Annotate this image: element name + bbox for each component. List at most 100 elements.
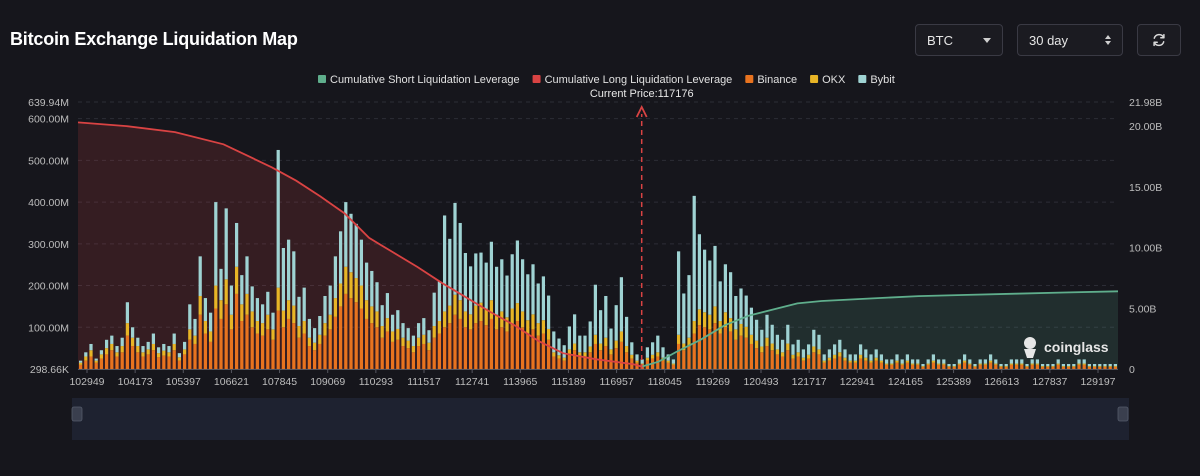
scroller-handle-left[interactable] bbox=[71, 406, 83, 422]
bar-okx bbox=[765, 337, 769, 347]
y-left-tick-label: 300.00M bbox=[28, 239, 69, 251]
bar-bybit bbox=[619, 277, 624, 332]
bar-okx bbox=[1051, 366, 1055, 367]
legend-label[interactable]: Bybit bbox=[870, 74, 894, 86]
bar-binance bbox=[848, 362, 852, 369]
bar-okx bbox=[115, 352, 119, 357]
bar-bybit bbox=[162, 343, 166, 351]
bar-binance bbox=[557, 358, 561, 369]
bar-okx bbox=[162, 350, 166, 356]
bar-okx bbox=[968, 363, 972, 365]
chevron-down-icon bbox=[983, 37, 991, 43]
bar-bybit bbox=[266, 291, 270, 315]
bar-binance bbox=[172, 350, 176, 369]
bar-okx bbox=[869, 360, 873, 363]
bar-okx bbox=[151, 343, 156, 351]
bar-bybit bbox=[1025, 363, 1029, 367]
bar-bybit bbox=[344, 202, 348, 267]
bar-okx bbox=[926, 363, 930, 365]
bar-binance bbox=[999, 366, 1003, 369]
x-tick-label: 109069 bbox=[310, 376, 345, 388]
bar-binance bbox=[931, 362, 936, 369]
legend-label[interactable]: OKX bbox=[822, 74, 846, 86]
bar-okx bbox=[1072, 366, 1076, 367]
bar-okx bbox=[182, 349, 187, 355]
bar-okx bbox=[557, 355, 561, 359]
bar-okx bbox=[406, 340, 410, 349]
x-tick-label: 119269 bbox=[696, 376, 730, 388]
bar-okx bbox=[292, 305, 296, 324]
bar-okx bbox=[546, 328, 551, 340]
bar-binance bbox=[136, 352, 140, 369]
legend-label[interactable]: Binance bbox=[757, 74, 797, 86]
bar-binance bbox=[78, 364, 83, 369]
bar-okx bbox=[1092, 366, 1097, 367]
bar-binance bbox=[318, 343, 322, 369]
bar-bybit bbox=[874, 349, 878, 358]
bar-binance bbox=[297, 337, 301, 369]
bar-okx bbox=[437, 321, 442, 334]
bar-binance bbox=[1004, 366, 1008, 369]
bar-bybit bbox=[1082, 359, 1086, 364]
bar-binance bbox=[838, 356, 842, 369]
bar-binance bbox=[146, 354, 150, 369]
range-scroller[interactable] bbox=[71, 398, 1129, 440]
bar-bybit bbox=[962, 354, 967, 361]
bar-okx bbox=[999, 366, 1003, 367]
bar-binance bbox=[338, 306, 343, 369]
bar-okx bbox=[598, 343, 603, 351]
bar-binance bbox=[1098, 366, 1102, 369]
bar-bybit bbox=[635, 354, 639, 361]
x-tick-label: 102949 bbox=[69, 376, 104, 388]
legend-label[interactable]: Cumulative Short Liquidation Leverage bbox=[330, 74, 520, 86]
y-left-tick-label: 639.94M bbox=[28, 97, 69, 109]
scroller-handle-right[interactable] bbox=[1117, 406, 1129, 422]
bar-binance bbox=[666, 362, 670, 369]
refresh-button[interactable] bbox=[1137, 24, 1181, 56]
bar-okx bbox=[744, 326, 748, 338]
bar-okx bbox=[1066, 366, 1071, 367]
bar-okx bbox=[760, 346, 764, 353]
period-select[interactable]: 30 day bbox=[1017, 24, 1123, 56]
bar-binance bbox=[463, 327, 468, 369]
x-tick-label: 106621 bbox=[214, 376, 249, 388]
bar-binance bbox=[604, 346, 608, 369]
bar-binance bbox=[853, 362, 858, 369]
bar-okx bbox=[120, 346, 124, 353]
bar-binance bbox=[151, 350, 156, 369]
bar-okx bbox=[344, 266, 348, 294]
bar-okx bbox=[838, 352, 842, 357]
bar-okx bbox=[1025, 366, 1029, 367]
scroller-track bbox=[72, 398, 1129, 440]
bar-binance bbox=[307, 346, 312, 369]
bar-okx bbox=[234, 266, 239, 294]
coin-select[interactable]: BTC bbox=[915, 24, 1003, 56]
bar-bybit bbox=[1035, 359, 1040, 364]
bar-okx bbox=[1014, 363, 1019, 365]
bar-okx bbox=[1077, 363, 1081, 365]
bar-okx bbox=[682, 343, 686, 351]
bar-binance bbox=[494, 329, 499, 369]
bar-okx bbox=[110, 343, 114, 351]
bar-binance bbox=[500, 327, 504, 369]
y-right-tick-label: 21.98B bbox=[1129, 97, 1162, 109]
bar-series bbox=[78, 149, 1118, 369]
bar-okx bbox=[671, 363, 676, 365]
period-select-value: 30 day bbox=[1029, 32, 1069, 48]
bar-bybit bbox=[822, 354, 826, 361]
bar-binance bbox=[671, 364, 676, 369]
arrow-up-icon bbox=[635, 104, 648, 118]
bar-binance bbox=[286, 318, 291, 369]
bar-binance bbox=[890, 364, 894, 369]
bar-okx bbox=[188, 329, 192, 340]
bar-okx bbox=[448, 305, 452, 324]
legend-swatch bbox=[532, 75, 541, 83]
bar-bybit bbox=[99, 350, 104, 355]
bar-okx bbox=[739, 323, 743, 336]
bar-bybit bbox=[728, 272, 733, 319]
bar-bybit bbox=[968, 359, 972, 364]
bar-okx bbox=[375, 311, 379, 328]
legend-label[interactable]: Cumulative Long Liquidation Leverage bbox=[545, 74, 733, 86]
current-price-marker bbox=[635, 104, 648, 369]
bar-binance bbox=[234, 293, 239, 369]
